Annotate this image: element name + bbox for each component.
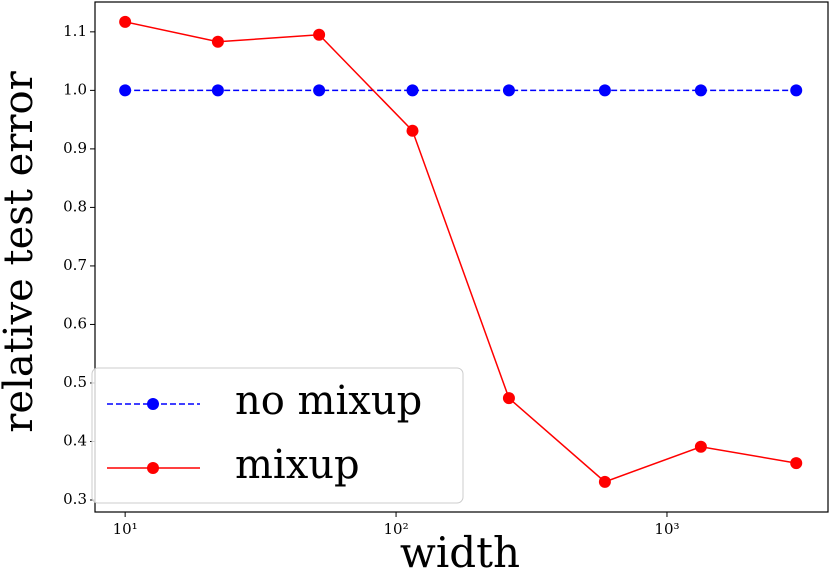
y-tick-label: 0.4	[63, 431, 87, 449]
x-tick-label: 10¹	[113, 520, 138, 538]
data-point	[502, 392, 515, 405]
legend: no mixup mixup	[91, 367, 464, 504]
y-tick-label: 0.8	[63, 197, 87, 215]
data-point	[598, 475, 611, 488]
y-tick-label: 1.0	[63, 80, 87, 98]
data-point	[119, 84, 132, 97]
data-point	[406, 84, 419, 97]
legend-label: no mixup	[235, 378, 422, 424]
data-point	[211, 84, 224, 97]
y-tick-label: 0.3	[63, 490, 87, 508]
y-tick-label: 0.7	[63, 256, 87, 274]
data-point	[694, 84, 707, 97]
legend-marker	[147, 462, 159, 474]
data-point	[598, 84, 611, 97]
data-point	[790, 84, 803, 97]
plot-frame	[94, 1, 829, 513]
legend-box	[91, 367, 464, 504]
data-point	[211, 35, 224, 48]
series-line	[124, 21, 797, 483]
y-tick-label: 0.6	[63, 314, 87, 332]
data-point	[313, 28, 326, 41]
x-tick-label: 10²	[384, 520, 409, 538]
data-point	[694, 440, 707, 453]
data-point	[790, 457, 803, 470]
data-point	[502, 84, 515, 97]
legend-label: mixup	[235, 442, 360, 488]
y-tick-label: 0.5	[63, 373, 87, 391]
x-axis-label: width	[400, 528, 520, 577]
legend-marker	[147, 398, 159, 410]
y-tick-label: 0.9	[63, 139, 87, 157]
y-tick-label: 1.1	[63, 22, 87, 40]
data-point	[119, 15, 132, 28]
data-point	[313, 84, 326, 97]
y-axis-label: relative test error	[0, 70, 42, 432]
data-point	[406, 124, 419, 137]
x-tick-label: 10³	[654, 520, 679, 538]
